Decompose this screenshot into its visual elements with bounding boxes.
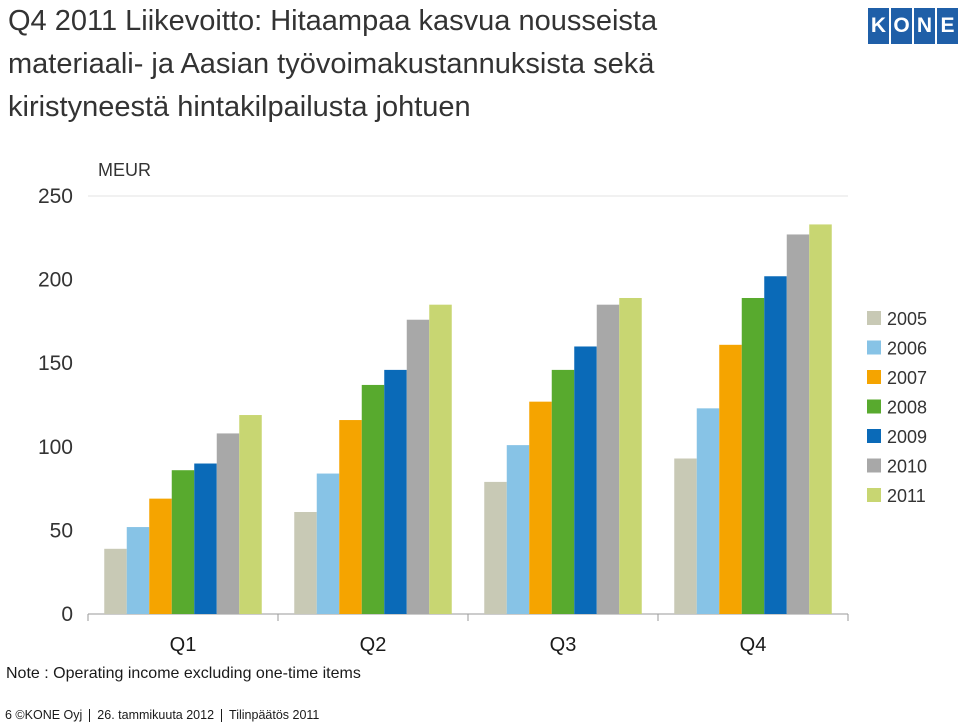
title-line-1: Q4 2011 Liikevoitto: Hitaampaa kasvua no… bbox=[8, 5, 658, 37]
bar-2006-q2 bbox=[316, 473, 340, 614]
legend-swatch-2007 bbox=[867, 370, 881, 384]
bar-2006-q3 bbox=[506, 445, 530, 614]
y-tick-label: 250 bbox=[38, 185, 73, 208]
bar-2007-q2 bbox=[339, 420, 362, 614]
bar-2011-q4 bbox=[809, 224, 832, 614]
y-tick-label: 100 bbox=[38, 436, 73, 459]
bar-2009-q2 bbox=[384, 369, 407, 614]
bar-2005-q1 bbox=[104, 548, 127, 614]
bar-2006-q4 bbox=[696, 408, 720, 614]
bar-2006-q1 bbox=[126, 527, 150, 614]
y-tick-label: 200 bbox=[38, 269, 73, 292]
logo-letter-e: E bbox=[937, 8, 958, 44]
x-category-label: Q4 bbox=[740, 634, 767, 656]
legend-label-2010: 2010 bbox=[887, 457, 927, 477]
bar-2010-q2 bbox=[406, 319, 430, 614]
legend-swatch-2005 bbox=[867, 311, 881, 325]
footer-date: 26. tammikuuta 2012 bbox=[97, 708, 215, 722]
legend-label-2005: 2005 bbox=[887, 309, 927, 329]
bar-2008-q2 bbox=[361, 384, 385, 614]
title-line-3: kiristyneestä hintakilpailusta johtuen bbox=[8, 91, 471, 123]
x-category-label: Q2 bbox=[360, 634, 387, 656]
title-line-2: materiaali- ja Aasian työvoimakustannuks… bbox=[8, 48, 655, 80]
x-category-label: Q3 bbox=[550, 634, 577, 656]
bar-2007-q1 bbox=[149, 498, 172, 614]
bar-2008-q3 bbox=[551, 369, 575, 614]
slide-title: Q4 2011 Liikevoitto: Hitaampaa kasvua no… bbox=[8, 0, 848, 129]
legend-swatch-2011 bbox=[867, 488, 881, 502]
bar-2007-q3 bbox=[529, 401, 552, 614]
bar-2005-q4 bbox=[674, 458, 697, 614]
bar-2007-q4 bbox=[719, 344, 742, 614]
legend-label-2008: 2008 bbox=[887, 398, 927, 418]
logo-letter-k: K bbox=[868, 8, 889, 44]
y-tick-label: 150 bbox=[38, 352, 73, 375]
legend-swatch-2008 bbox=[867, 399, 881, 414]
legend-swatch-2010 bbox=[867, 458, 881, 473]
footer-separator bbox=[221, 708, 223, 722]
kone-logo: K O N E bbox=[868, 8, 958, 44]
legend-swatch-2006 bbox=[867, 340, 881, 355]
legend-swatch-2009 bbox=[867, 429, 881, 443]
bar-2009-q3 bbox=[574, 346, 597, 614]
bar-2010-q4 bbox=[786, 234, 810, 614]
y-tick-label: 0 bbox=[61, 603, 73, 626]
bar-2008-q1 bbox=[171, 470, 195, 614]
bar-2005-q2 bbox=[294, 512, 317, 614]
bar-2009-q4 bbox=[764, 276, 787, 614]
footer-document: Tilinpäätös 2011 bbox=[229, 708, 320, 722]
logo-letter-n: N bbox=[914, 8, 935, 44]
legend-label-2007: 2007 bbox=[887, 368, 927, 388]
bar-2011-q2 bbox=[429, 304, 452, 614]
logo-letter-o: O bbox=[891, 8, 912, 44]
bar-2011-q1 bbox=[239, 415, 262, 614]
footer: 6 ©KONE Oyj 26. tammikuuta 2012 Tilinpää… bbox=[5, 707, 319, 723]
legend-label-2006: 2006 bbox=[887, 339, 927, 359]
footer-page: 6 ©KONE Oyj bbox=[5, 708, 83, 722]
note-text: Note : Operating income excluding one-ti… bbox=[6, 665, 361, 682]
bar-2008-q4 bbox=[741, 297, 765, 614]
footer-separator bbox=[89, 708, 91, 722]
bar-2009-q1 bbox=[194, 463, 217, 614]
bar-2010-q1 bbox=[216, 433, 240, 614]
bar-chart: MEUR 0 50 100 150 200 250 Q1 Q2 Q3 Q4 2005 2006 2007 2… bbox=[38, 160, 927, 656]
bar-2011-q3 bbox=[619, 297, 642, 614]
legend-label-2011: 2011 bbox=[887, 486, 926, 506]
bar-2010-q3 bbox=[596, 304, 620, 614]
bar-2005-q3 bbox=[484, 481, 507, 614]
x-category-label: Q1 bbox=[170, 634, 197, 656]
y-tick-label: 50 bbox=[50, 519, 73, 542]
y-unit-label: MEUR bbox=[98, 160, 151, 180]
legend-label-2009: 2009 bbox=[887, 427, 927, 447]
